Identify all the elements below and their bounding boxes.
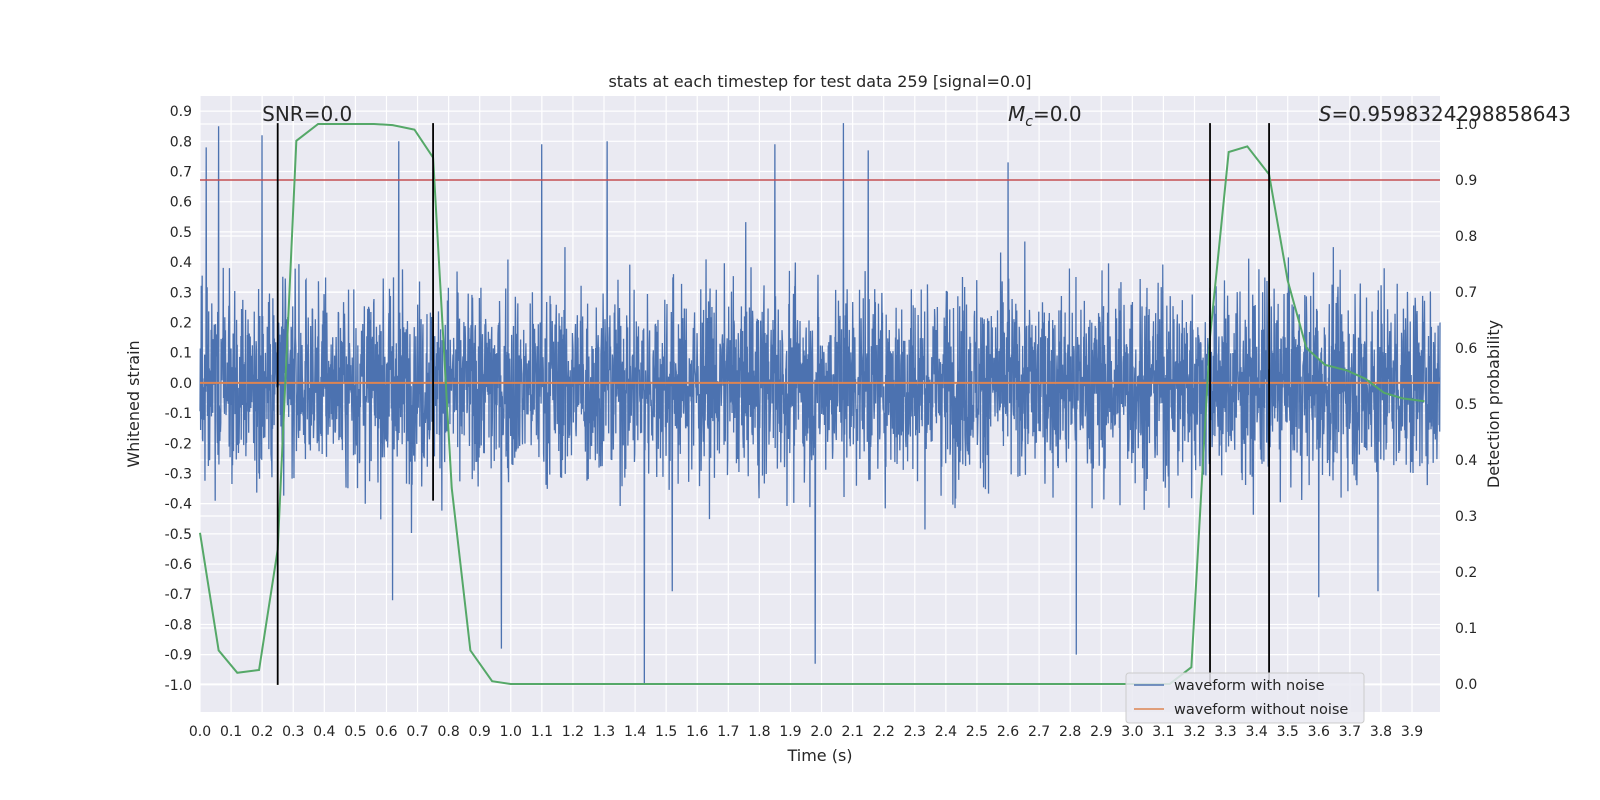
x-tick-label: 2.3 xyxy=(904,724,926,740)
x-tick-label: 0.5 xyxy=(344,724,366,740)
y2-tick-label: 0.3 xyxy=(1455,509,1477,525)
annotation-mc: Mc=0.0 xyxy=(1008,102,1082,130)
y-tick-label: -1.0 xyxy=(165,678,192,694)
y-tick-label: 0.9 xyxy=(170,104,192,120)
y-tick-label: 0.3 xyxy=(170,285,192,301)
y-tick-label: -0.6 xyxy=(165,557,192,573)
y-tick-label: -0.8 xyxy=(165,617,192,633)
x-tick-label: 0.7 xyxy=(406,724,428,740)
annotation-snr: SNR=0.0 xyxy=(262,102,352,126)
x-tick-label: 3.8 xyxy=(1370,724,1392,740)
x-tick-label: 0.2 xyxy=(251,724,273,740)
x-tick-label: 2.7 xyxy=(1028,724,1050,740)
legend-label-clean: waveform without noise xyxy=(1174,702,1348,718)
y2-tick-label: 0.5 xyxy=(1455,397,1477,413)
x-tick-label: 1.7 xyxy=(717,724,739,740)
y2-tick-labels: 1.0 0.9 0.8 0.7 0.6 0.5 0.4 0.3 0.2 0.1 0.0 xyxy=(1455,117,1477,693)
x-tick-label: 3.2 xyxy=(1183,724,1205,740)
x-tick-label: 2.9 xyxy=(1090,724,1112,740)
x-tick-label: 3.5 xyxy=(1277,724,1299,740)
y-tick-label: -0.7 xyxy=(165,587,192,603)
y-tick-label: -0.2 xyxy=(165,436,192,452)
legend-box xyxy=(1125,672,1365,724)
chart-title: stats at each timestep for test data 259… xyxy=(608,72,1031,91)
y-tick-label: -0.3 xyxy=(165,466,192,482)
x-tick-label: 2.8 xyxy=(1059,724,1081,740)
x-tick-label: 1.1 xyxy=(531,724,553,740)
x-tick-label: 0.0 xyxy=(189,724,211,740)
y2-axis-label: Detection probability xyxy=(1484,320,1503,488)
x-axis-label: Time (s) xyxy=(786,746,852,765)
y2-tick-label: 0.6 xyxy=(1455,341,1477,357)
x-tick-label: 0.8 xyxy=(437,724,459,740)
y-tick-label: 0.7 xyxy=(170,164,192,180)
x-tick-label: 3.3 xyxy=(1214,724,1236,740)
probability-trace xyxy=(199,123,1425,685)
x-tick-label: 1.6 xyxy=(686,724,708,740)
y2-tick-label: 0.1 xyxy=(1455,621,1477,637)
x-tick-label: 3.6 xyxy=(1308,724,1330,740)
x-tick-label: 2.1 xyxy=(841,724,863,740)
x-tick-label: 0.4 xyxy=(313,724,335,740)
x-tick-labels: 0.0 0.1 0.2 0.3 0.4 0.5 0.6 0.7 0.8 0.9 1.0 1.1 1.2 1… xyxy=(189,724,1423,740)
y-tick-label: -0.4 xyxy=(165,497,192,513)
x-tick-label: 3.9 xyxy=(1401,724,1423,740)
series-detection-probability xyxy=(199,123,1425,685)
y2-tick-label: 1.0 xyxy=(1455,117,1477,133)
y-axis-label: Whitened strain xyxy=(124,340,143,467)
y-tick-label: 0.2 xyxy=(170,315,192,331)
annotation-mc-main: M xyxy=(1008,102,1025,126)
x-tick-label: 2.6 xyxy=(997,724,1019,740)
annotation-s: S=0.9598324298858643 xyxy=(1319,102,1571,126)
x-tick-label: 3.1 xyxy=(1152,724,1174,740)
y-tick-label: -0.9 xyxy=(165,648,192,664)
x-tick-label: 2.0 xyxy=(810,724,832,740)
annotations: SNR=0.0 Mc=0.0 S=0.9598324298858643 xyxy=(262,102,1571,130)
annotation-mc-rest: =0.0 xyxy=(1033,102,1082,126)
x-tick-label: 1.4 xyxy=(624,724,646,740)
y-tick-label: 0.0 xyxy=(170,376,192,392)
legend: waveform with noise waveform without noi… xyxy=(1125,672,1365,724)
x-tick-label: 1.0 xyxy=(500,724,522,740)
y-tick-label: -0.5 xyxy=(165,527,192,543)
x-tick-label: 1.8 xyxy=(748,724,770,740)
x-tick-label: 3.7 xyxy=(1339,724,1361,740)
y-tick-label: 0.8 xyxy=(170,134,192,150)
x-tick-label: 3.0 xyxy=(1121,724,1143,740)
vertical-markers xyxy=(276,123,1270,685)
series-waveform-with-noise xyxy=(199,123,1441,685)
x-tick-label: 2.4 xyxy=(935,724,957,740)
x-tick-label: 0.6 xyxy=(375,724,397,740)
annotation-s-main: S xyxy=(1319,102,1332,126)
y2-tick-label: 0.9 xyxy=(1455,173,1477,189)
y2-tick-label: 0.0 xyxy=(1455,677,1477,693)
y2-tick-label: 0.4 xyxy=(1455,453,1477,469)
x-tick-label: 0.9 xyxy=(469,724,491,740)
x-tick-label: 0.3 xyxy=(282,724,304,740)
y-tick-label: 0.4 xyxy=(170,255,192,271)
annotation-mc-sub: c xyxy=(1025,114,1033,130)
y-tick-label: 0.6 xyxy=(170,195,192,211)
y2-tick-label: 0.8 xyxy=(1455,229,1477,245)
annotation-s-rest: =0.9598324298858643 xyxy=(1332,102,1571,126)
x-tick-label: 1.5 xyxy=(655,724,677,740)
x-tick-label: 1.2 xyxy=(562,724,584,740)
noise-trace xyxy=(199,123,1441,685)
y2-tick-label: 0.2 xyxy=(1455,565,1477,581)
x-tick-label: 2.2 xyxy=(873,724,895,740)
y2-tick-label: 0.7 xyxy=(1455,285,1477,301)
x-tick-label: 1.9 xyxy=(779,724,801,740)
y-tick-label: -0.1 xyxy=(165,406,192,422)
x-tick-label: 2.5 xyxy=(966,724,988,740)
x-tick-label: 3.4 xyxy=(1246,724,1268,740)
y-tick-label: 0.1 xyxy=(170,346,192,362)
legend-label-noise: waveform with noise xyxy=(1174,678,1325,694)
y-tick-labels: 0.9 0.8 0.7 0.6 0.5 0.4 0.3 0.2 0.1 0.0 -0.1 -0.2 -0… xyxy=(165,104,192,694)
x-tick-label: 1.3 xyxy=(593,724,615,740)
y-tick-label: 0.5 xyxy=(170,225,192,241)
x-tick-label: 0.1 xyxy=(220,724,242,740)
